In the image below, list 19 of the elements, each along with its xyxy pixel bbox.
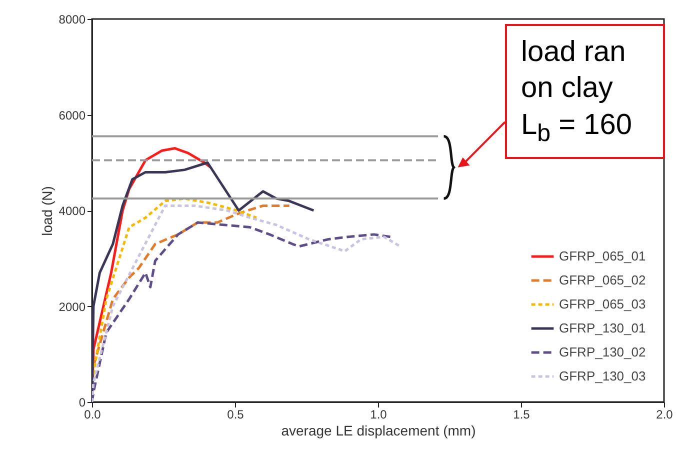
legend-label: GFRP_065_02 [559, 272, 646, 288]
legend-label: GFRP_130_02 [559, 344, 646, 360]
legend-label: GFRP_065_03 [559, 296, 646, 312]
x-tick-label: 0.0 [84, 408, 102, 422]
y-tick-label: 6000 [58, 108, 86, 122]
x-tick-label: 2.0 [656, 408, 674, 422]
y-tick-label: 8000 [58, 12, 86, 26]
annotation: load ran on clay L$_{b}$ = 160 [505, 24, 665, 158]
y-tick-label: 4000 [58, 204, 86, 218]
x-tick-label: 1.0 [370, 408, 388, 422]
legend-label: GFRP_130_03 [559, 368, 646, 384]
legend-label: GFRP_130_01 [559, 320, 646, 336]
legend-label: GFRP_065_01 [559, 248, 646, 264]
x-axis-title: average LE displacement (mm) [281, 422, 476, 438]
y-axis-title: load (N) [38, 186, 55, 236]
y-tick-label: 2000 [58, 300, 86, 314]
y-tick-label: 0 [78, 396, 86, 410]
x-tick-label: 0.5 [227, 408, 244, 422]
x-tick-label: 1.5 [513, 408, 530, 422]
